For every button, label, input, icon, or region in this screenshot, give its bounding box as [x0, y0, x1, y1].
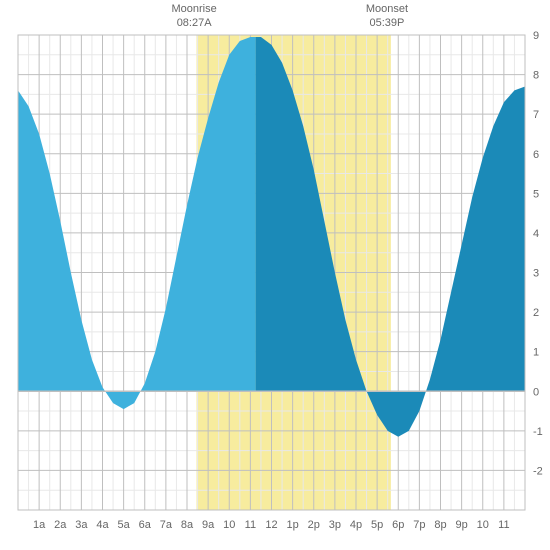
svg-text:3: 3	[533, 268, 539, 280]
svg-text:11: 11	[498, 519, 509, 531]
moonset-time: 05:39P	[370, 17, 405, 29]
svg-text:2p: 2p	[308, 519, 320, 531]
svg-text:0: 0	[533, 386, 539, 398]
chart-svg: -2-101234567891a2a3a4a5a6a7a8a9a1011121p…	[0, 0, 550, 550]
svg-text:10: 10	[223, 519, 235, 531]
moonrise-time: 08:27A	[177, 17, 212, 29]
moonrise-label: Moonrise 08:27A	[172, 2, 217, 31]
svg-text:10: 10	[477, 519, 489, 531]
svg-text:5p: 5p	[371, 519, 383, 531]
svg-text:5: 5	[533, 188, 539, 200]
svg-text:2: 2	[533, 307, 539, 319]
moonset-label: Moonset 05:39P	[366, 2, 408, 31]
svg-text:1a: 1a	[33, 519, 46, 531]
svg-text:3p: 3p	[329, 519, 341, 531]
svg-text:2a: 2a	[54, 519, 67, 531]
svg-text:7p: 7p	[413, 519, 425, 531]
svg-text:9: 9	[533, 30, 539, 42]
svg-text:-1: -1	[533, 426, 543, 438]
svg-text:7a: 7a	[160, 519, 173, 531]
svg-text:4a: 4a	[96, 519, 109, 531]
svg-text:6a: 6a	[139, 519, 152, 531]
svg-text:6: 6	[533, 149, 539, 161]
svg-text:3a: 3a	[75, 519, 88, 531]
svg-text:7: 7	[533, 109, 539, 121]
svg-text:11: 11	[245, 519, 256, 531]
svg-text:4p: 4p	[350, 519, 362, 531]
svg-text:8a: 8a	[181, 519, 194, 531]
svg-text:4: 4	[533, 228, 539, 240]
moonset-title: Moonset	[366, 3, 408, 15]
tide-chart: Moonrise 08:27A Moonset 05:39P -2-101234…	[0, 0, 550, 550]
svg-text:1p: 1p	[287, 519, 299, 531]
svg-text:1: 1	[533, 347, 539, 359]
svg-text:9a: 9a	[202, 519, 215, 531]
svg-text:8: 8	[533, 70, 539, 82]
svg-text:5a: 5a	[118, 519, 131, 531]
svg-text:8p: 8p	[434, 519, 446, 531]
svg-text:12: 12	[265, 519, 277, 531]
svg-text:9p: 9p	[456, 519, 468, 531]
moonrise-title: Moonrise	[172, 3, 217, 15]
svg-text:6p: 6p	[392, 519, 404, 531]
svg-text:-2: -2	[533, 465, 543, 477]
